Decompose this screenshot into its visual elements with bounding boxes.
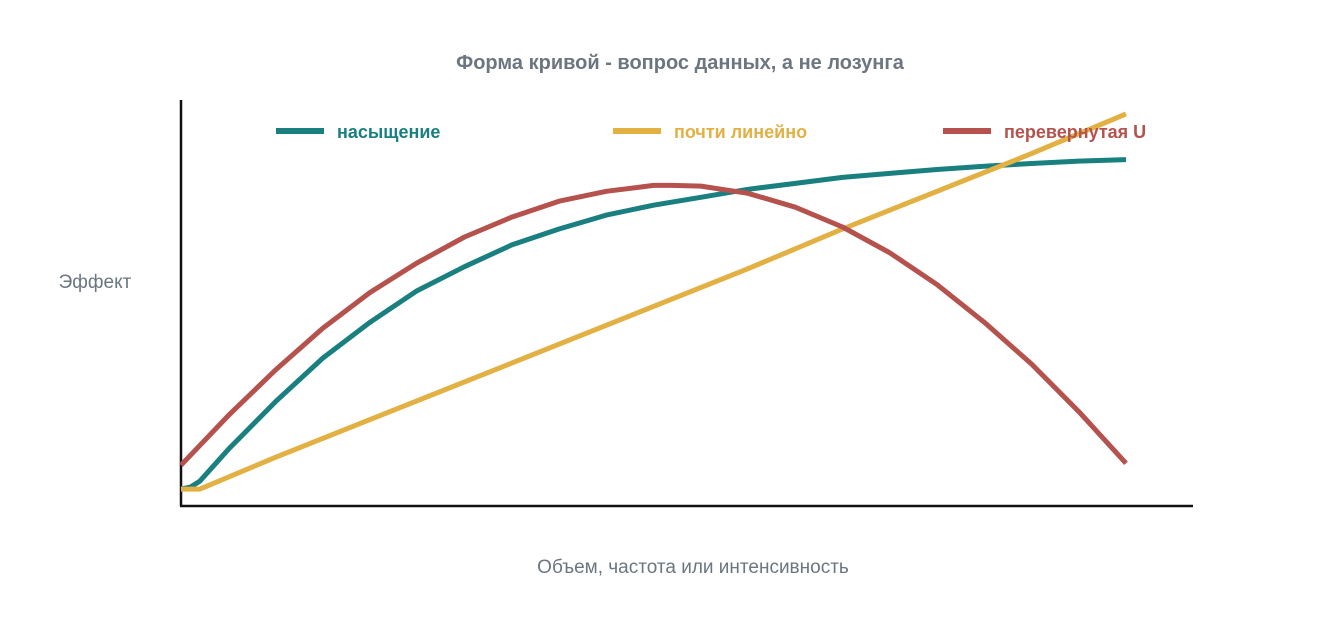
series-layer <box>179 111 1128 492</box>
legend-label: насыщение <box>337 122 440 142</box>
series-line-near-linear <box>181 111 1127 492</box>
legend-item-saturation: насыщение <box>276 122 440 142</box>
chart-title: Форма кривой - вопрос данных, а не лозун… <box>456 52 905 74</box>
series-line-saturation <box>180 157 1127 492</box>
x-axis-label: Объем, частота или интенсивность <box>537 557 849 578</box>
y-axis-label: Эффект <box>59 272 132 293</box>
legend-item-near-linear: почти линейно <box>613 122 807 142</box>
legend-item-inverted-u: перевернутая U <box>943 122 1146 142</box>
legend: насыщение почти линейно перевернутая U <box>276 122 1146 142</box>
legend-label: почти линейно <box>674 122 807 142</box>
legend-label: перевернутая U <box>1004 122 1146 142</box>
series-line-inverted-u <box>179 182 1128 467</box>
